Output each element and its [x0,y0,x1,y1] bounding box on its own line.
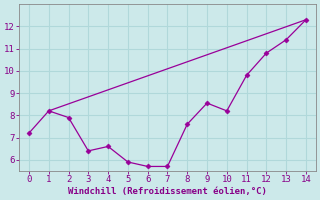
X-axis label: Windchill (Refroidissement éolien,°C): Windchill (Refroidissement éolien,°C) [68,187,267,196]
